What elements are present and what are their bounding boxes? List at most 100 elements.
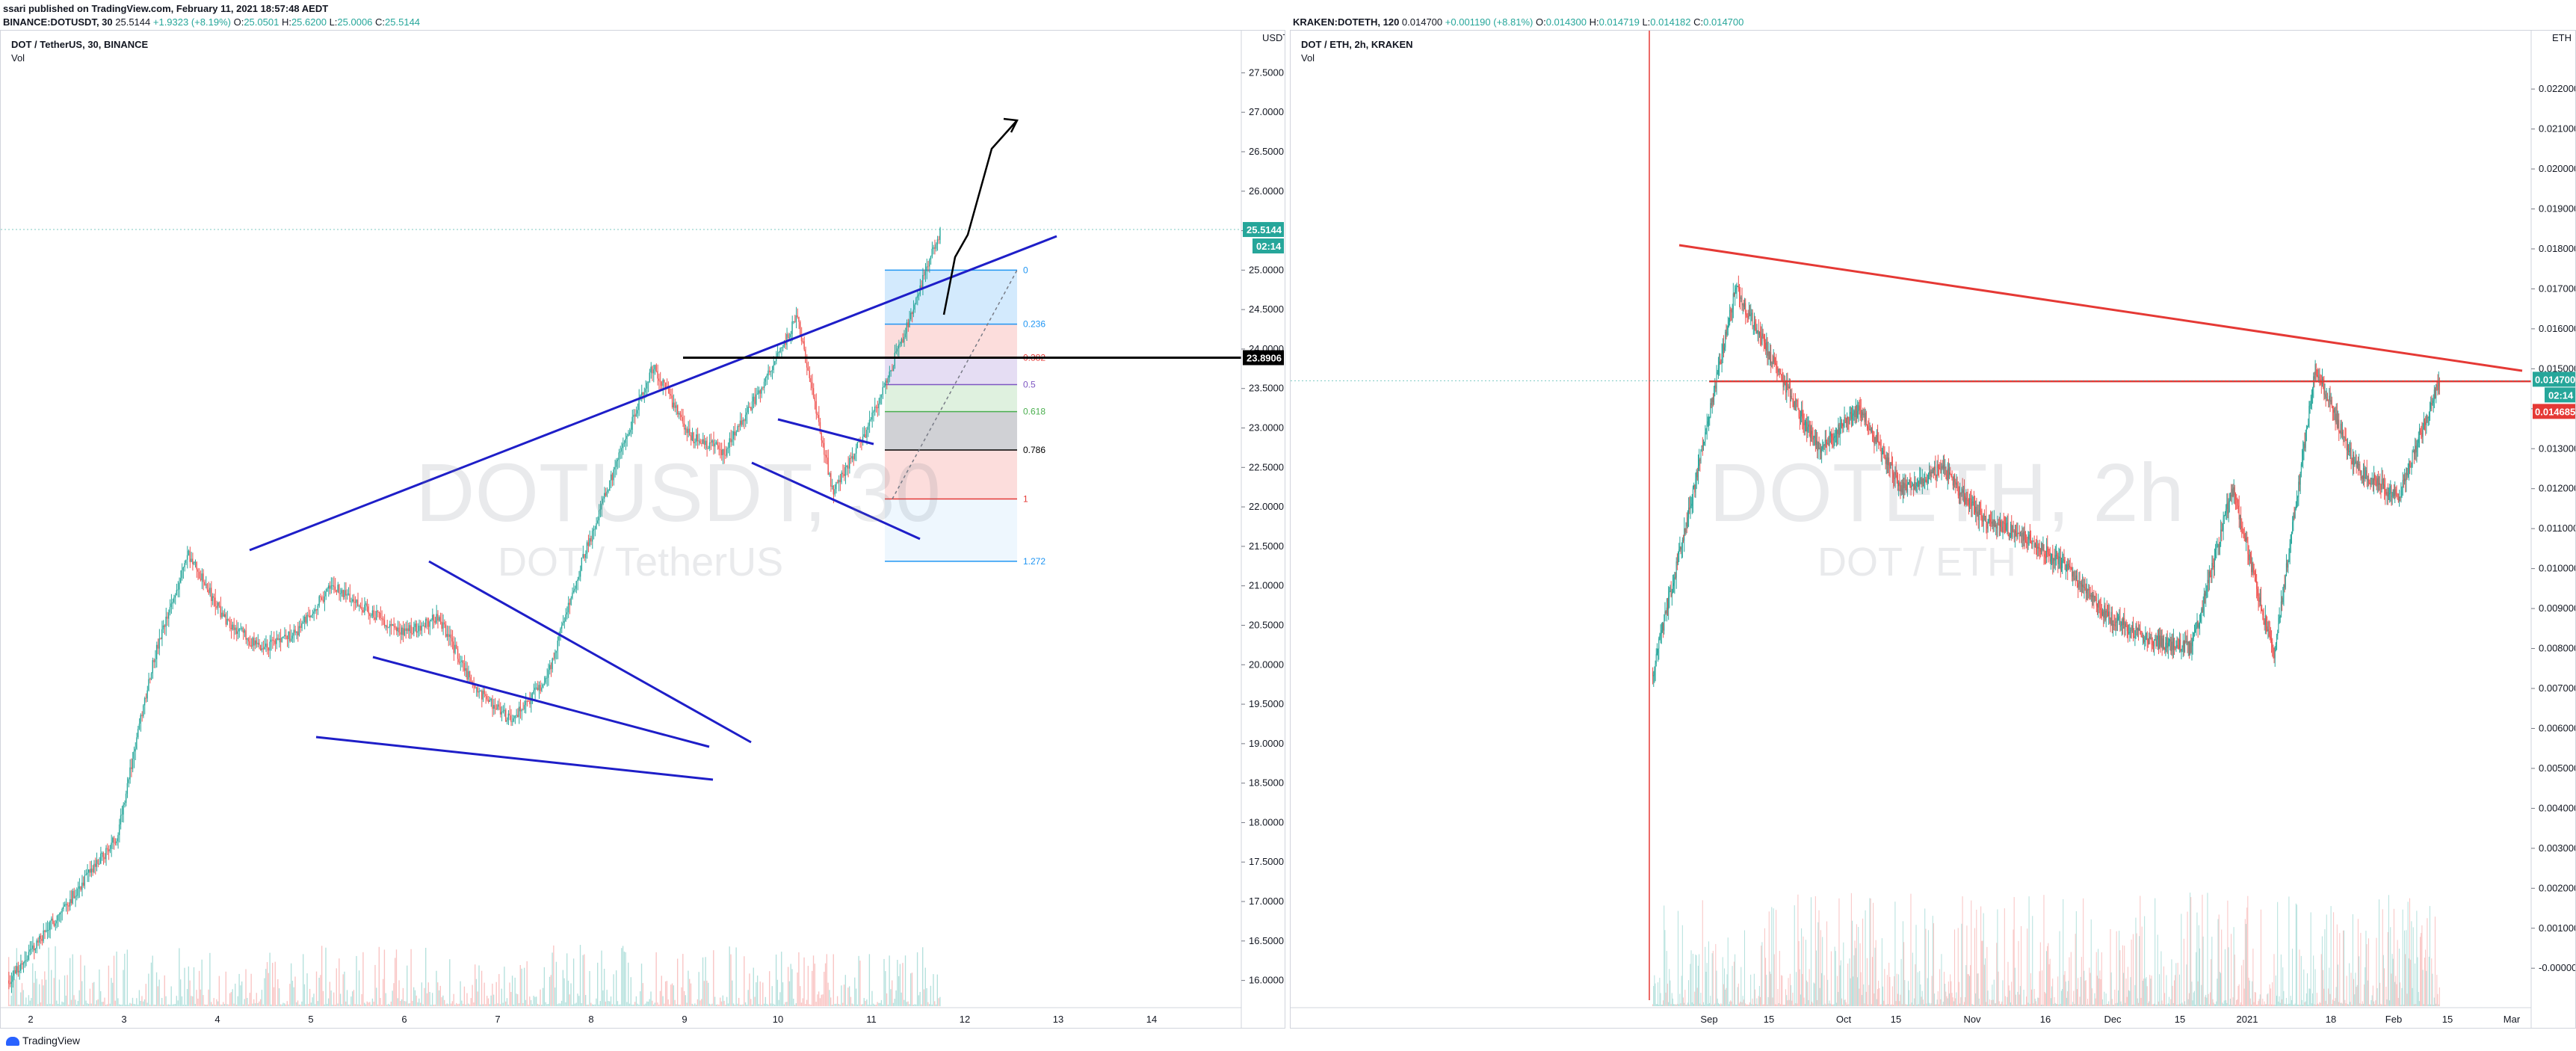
volume-bar bbox=[902, 963, 904, 1006]
candle-body bbox=[361, 606, 362, 610]
candle-body bbox=[2357, 462, 2359, 465]
price-tick-label: 18.0000 bbox=[1249, 816, 1284, 827]
candle-body bbox=[252, 638, 253, 647]
candle-body bbox=[1856, 406, 1857, 417]
candle-body bbox=[81, 882, 83, 890]
candle-body bbox=[2367, 479, 2369, 483]
volume-bar bbox=[2085, 980, 2087, 1006]
volume-bar bbox=[2256, 1004, 2258, 1006]
volume-bar bbox=[2047, 946, 2048, 1006]
fib-level-label: 0.5 bbox=[1023, 379, 1036, 389]
time-tick-label: 9 bbox=[682, 1014, 687, 1025]
volume-bar bbox=[437, 982, 439, 1006]
volume-bar bbox=[2421, 925, 2423, 1006]
volume-bar bbox=[581, 1003, 582, 1006]
volume-bar bbox=[836, 996, 838, 1006]
candle-body bbox=[383, 620, 386, 626]
volume-bar bbox=[861, 1004, 862, 1006]
descending-resistance-line bbox=[1678, 244, 2523, 372]
currency-label: USDT bbox=[1262, 32, 1285, 43]
volume-bar bbox=[621, 948, 623, 1006]
candle-body bbox=[2001, 526, 2003, 533]
volume-bar bbox=[1715, 943, 1717, 1006]
volume-bar bbox=[762, 982, 764, 1006]
candle-body bbox=[830, 473, 832, 487]
volume-bar bbox=[1860, 972, 1862, 1006]
candle-body bbox=[850, 457, 852, 459]
candle-body bbox=[2070, 567, 2072, 569]
volume-bar bbox=[482, 1004, 484, 1006]
volume-bar bbox=[2427, 1004, 2429, 1006]
chart-pane-doteth[interactable]: DOT / ETH, 2h, KRAKEN Vol DOTETH, 2h DOT… bbox=[1290, 30, 2576, 1029]
volume-bar bbox=[252, 1003, 253, 1006]
chart-pane-dotusdt[interactable]: DOT / TetherUS, 30, BINANCE Vol DOTUSDT,… bbox=[0, 30, 1285, 1029]
volume-bar bbox=[2292, 949, 2294, 1006]
candle-body bbox=[2193, 632, 2194, 639]
candle-body bbox=[1719, 361, 1720, 369]
candle-body bbox=[2351, 461, 2353, 465]
candle-body bbox=[1804, 422, 1806, 425]
candle-body bbox=[324, 596, 325, 602]
candle-body bbox=[2315, 364, 2317, 375]
volume-bar bbox=[410, 949, 412, 1006]
volume-bar bbox=[336, 968, 337, 1006]
volume-bar bbox=[468, 1003, 469, 1006]
volume-bar bbox=[1820, 930, 1821, 1006]
candle-body bbox=[116, 841, 117, 844]
candle-body bbox=[148, 679, 149, 691]
volume-bar bbox=[179, 979, 182, 1006]
projection-path bbox=[942, 120, 1018, 315]
volume-bar bbox=[2181, 1002, 2183, 1006]
volume-bar bbox=[1976, 909, 1977, 1006]
candle-body bbox=[1884, 454, 1885, 456]
volume-bar bbox=[567, 980, 569, 1006]
candle-body bbox=[1960, 493, 1962, 494]
candle-body bbox=[800, 335, 803, 342]
volume-bar bbox=[418, 998, 420, 1006]
volume-bar bbox=[70, 999, 72, 1006]
candle-body bbox=[2196, 620, 2198, 628]
candle-body bbox=[2234, 487, 2235, 495]
candle-body bbox=[333, 585, 335, 587]
candle-body bbox=[393, 623, 395, 626]
candle-body bbox=[863, 434, 865, 437]
volume-bar bbox=[1753, 973, 1755, 1006]
candle-body bbox=[774, 361, 776, 366]
candle-body bbox=[2371, 478, 2373, 480]
candle-body bbox=[934, 247, 936, 249]
volume-bar bbox=[2305, 993, 2307, 1006]
candle-body bbox=[611, 474, 613, 481]
fib-level-label: 0 bbox=[1023, 265, 1028, 275]
price-tick-label: 19.0000 bbox=[1249, 738, 1284, 749]
candle-body bbox=[265, 643, 267, 647]
volume-bar bbox=[575, 1002, 577, 1006]
candle-body bbox=[1922, 478, 1924, 483]
candle-body bbox=[2432, 403, 2433, 405]
candle-body bbox=[711, 440, 713, 443]
price-chart-svg[interactable]: ETH0.0220000.0210000.0200000.0190000.018… bbox=[1291, 31, 2576, 1029]
volume-bar bbox=[451, 1001, 454, 1006]
candle-body bbox=[931, 248, 933, 256]
volume-bar bbox=[162, 1004, 164, 1006]
volume-bar bbox=[926, 987, 927, 1006]
candle-body bbox=[2016, 532, 2018, 537]
volume-bar bbox=[1730, 1000, 1732, 1006]
volume-bar bbox=[499, 1004, 501, 1006]
candle-body bbox=[2320, 378, 2321, 381]
candle-body bbox=[461, 660, 463, 662]
candle-body bbox=[2147, 641, 2149, 644]
volume-bar bbox=[2232, 997, 2234, 1006]
candle-body bbox=[143, 697, 146, 706]
candle-body bbox=[2252, 562, 2254, 568]
volume-bar bbox=[2095, 998, 2096, 1006]
candle-body bbox=[683, 423, 685, 430]
volume-bar bbox=[521, 968, 522, 1006]
candle-body bbox=[1882, 450, 1884, 454]
volume-bar bbox=[1843, 942, 1844, 1006]
legend-volume: Vol bbox=[11, 52, 25, 64]
volume-bar bbox=[289, 984, 291, 1006]
candle-body bbox=[2382, 484, 2384, 485]
candle-body bbox=[2141, 635, 2143, 638]
candle-body bbox=[2274, 647, 2276, 659]
